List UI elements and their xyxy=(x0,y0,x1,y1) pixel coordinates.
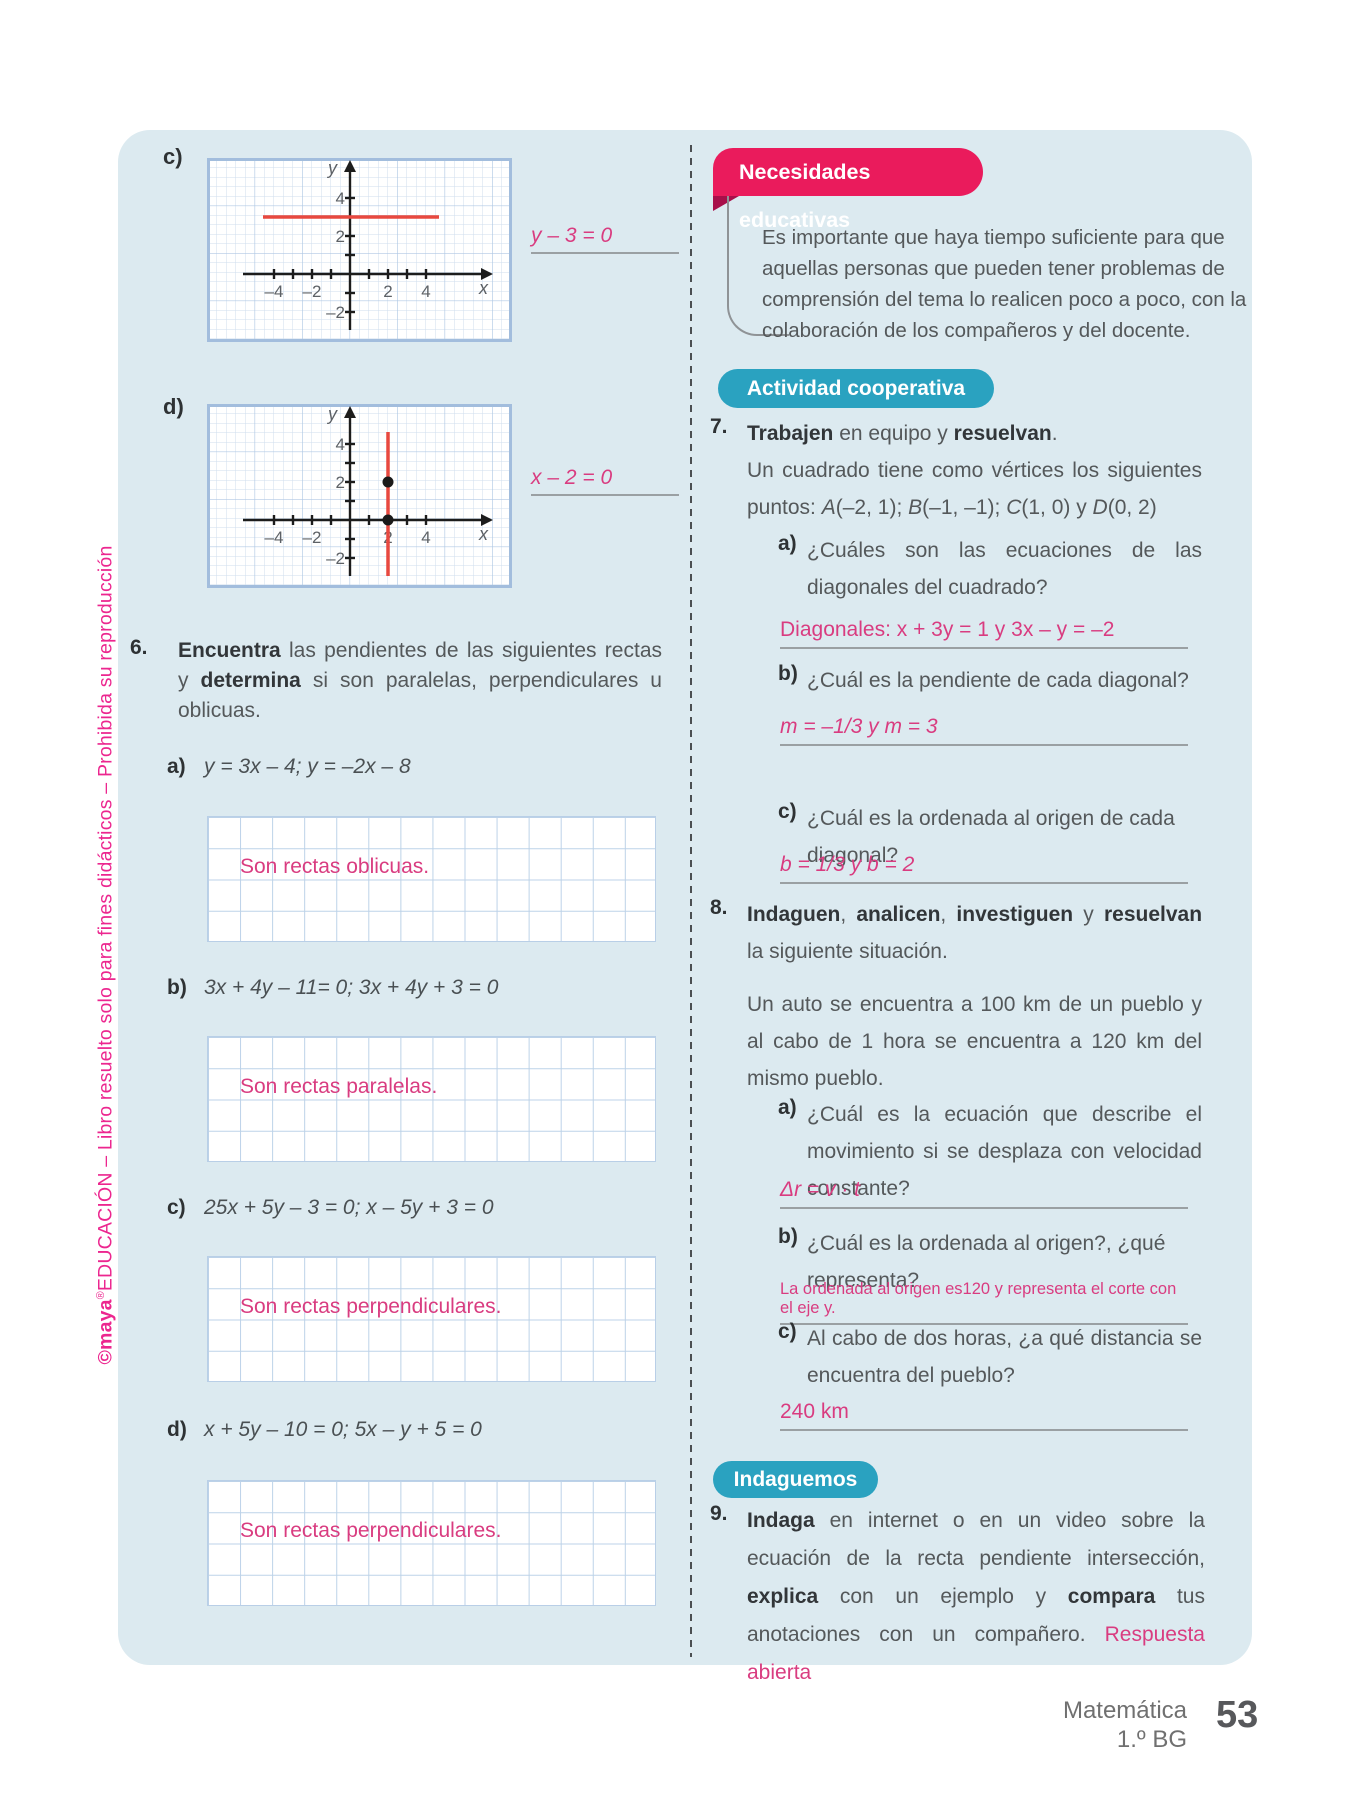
tick-label: –4 xyxy=(265,528,284,547)
tick-label: 2 xyxy=(336,473,345,492)
item-6b-answer-grid: Son rectas paralelas. xyxy=(207,1036,656,1162)
graph-d-grid xyxy=(208,405,511,587)
item-7b-letter: b) xyxy=(778,662,798,685)
x-axis-letter: x xyxy=(478,278,489,298)
point-2-2 xyxy=(382,476,394,488)
tick-label: –2 xyxy=(303,282,322,301)
x-axis-arrow xyxy=(481,514,493,526)
tick-label: –2 xyxy=(326,303,345,322)
item-6d-equation: x + 5y – 10 = 0; 5x – y + 5 = 0 xyxy=(204,1418,482,1441)
exercise-9-number: 9. xyxy=(710,1502,728,1525)
x-axis-letter: x xyxy=(478,524,489,544)
graph-c-letter: c) xyxy=(163,144,183,169)
needs-box-body: Es importante que haya tiempo suficiente… xyxy=(762,226,1247,342)
item-6c-answer-grid: Son rectas perpendiculares. xyxy=(207,1256,656,1382)
callout-border-line xyxy=(727,196,789,336)
exercise-7-number: 7. xyxy=(710,415,728,438)
item-6d-letter: d) xyxy=(167,1418,187,1441)
x-axis-arrow xyxy=(481,268,493,280)
item-7c-answer: b = 1/3 y b = 2 xyxy=(780,853,1188,884)
item-6d-answer-grid: Son rectas perpendiculares. xyxy=(207,1480,656,1606)
item-8b-letter: b) xyxy=(778,1225,798,1248)
graph-c-equation-label: y – 3 = 0 xyxy=(531,224,679,254)
item-6c-letter: c) xyxy=(167,1196,186,1219)
needs-box-banner: Necesidades educativas xyxy=(713,148,983,232)
item-6d-answer: Son rectas perpendiculares. xyxy=(240,1519,502,1542)
footer-subject: Matemática 1.º BG xyxy=(1027,1696,1187,1754)
tick-label: 4 xyxy=(421,528,430,547)
graph-d-frame xyxy=(207,404,512,588)
item-7a-letter: a) xyxy=(778,532,797,555)
graph-d-letter: d) xyxy=(163,394,184,419)
tick-label: –2 xyxy=(326,549,345,568)
item-8a-question: ¿Cuál es la ecuación que describe el mov… xyxy=(807,1103,1202,1200)
point-2-0 xyxy=(382,514,394,526)
column-divider xyxy=(690,145,692,1657)
tick-label: 2 xyxy=(383,282,392,301)
item-6b-equation: 3x + 4y – 11= 0; 3x + 4y + 3 = 0 xyxy=(204,976,499,999)
exercise-6-number: 6. xyxy=(130,636,148,659)
item-6a-letter: a) xyxy=(167,755,186,778)
tick-label: 2 xyxy=(336,227,345,246)
copyright-side-note: ©maya®EDUCACIÓN – Libro resuelto solo pa… xyxy=(94,545,117,1365)
item-7c-question: ¿Cuál es la ordenada al origen de cada d… xyxy=(807,807,1175,867)
item-8a-answer: Δr = v · t xyxy=(780,1178,1188,1209)
item-8b-answer: La ordenada al origen es120 y representa… xyxy=(780,1280,1188,1325)
item-8c-answer: 240 km xyxy=(780,1400,1188,1431)
tick-label: –2 xyxy=(303,528,322,547)
item-7b-answer: m = –1/3 y m = 3 xyxy=(780,715,1188,746)
item-6c-answer: Son rectas perpendiculares. xyxy=(240,1295,502,1318)
item-8c-question: Al cabo de dos horas, ¿a qué distancia s… xyxy=(807,1327,1202,1387)
exercise-8-body: Un auto se encuentra a 100 km de un pueb… xyxy=(747,993,1202,1090)
item-6b-letter: b) xyxy=(167,976,187,999)
graph-c-axes xyxy=(243,172,481,330)
exercise-7-intro: Trabajen en equipo y resuelvan. xyxy=(747,422,1058,445)
item-6a-answer-grid: Son rectas oblicuas. xyxy=(207,816,656,942)
item-6b-answer: Son rectas paralelas. xyxy=(240,1075,438,1098)
item-7c-letter: c) xyxy=(778,800,797,823)
graph-c-frame xyxy=(207,158,512,342)
footer-page-number: 53 xyxy=(1216,1694,1259,1736)
indaguemos-banner: Indaguemos xyxy=(713,1461,878,1498)
exercise-9-body: Indaga en internet o en un video sobre l… xyxy=(747,1509,1205,1684)
item-7b-question: ¿Cuál es la pendiente de cada diagonal? xyxy=(807,669,1189,692)
tick-label: 4 xyxy=(421,282,430,301)
exercise-6-intro: Encuentra las pendientes de las siguient… xyxy=(178,639,662,722)
item-6a-answer: Son rectas oblicuas. xyxy=(240,855,430,878)
item-8c-letter: c) xyxy=(778,1320,797,1343)
tick-label: 4 xyxy=(336,189,345,208)
y-axis-arrow xyxy=(344,160,356,172)
item-6a-equation: y = 3x – 4; y = –2x – 8 xyxy=(204,755,411,778)
graph-c-horizontal-line-plot: 4 2 –2 –4 –2 2 4 y x xyxy=(207,158,512,342)
cooperative-activity-banner: Actividad cooperativa xyxy=(718,369,994,408)
tick-label: 4 xyxy=(336,435,345,454)
footer-subject-name: Matemática xyxy=(1062,1697,1187,1724)
graph-d-vertical-line-plot: 4 2 –2 –4 –2 2 4 y x xyxy=(207,404,512,588)
item-6c-equation: 25x + 5y – 3 = 0; x – 5y + 3 = 0 xyxy=(204,1196,494,1219)
y-axis-arrow xyxy=(344,406,356,418)
graph-c-grid xyxy=(208,159,511,341)
exercise-8-intro: Indaguen, analicen, investiguen y resuel… xyxy=(747,903,1203,963)
footer-grade: 1.º BG xyxy=(1116,1726,1187,1753)
tick-label: –4 xyxy=(265,282,284,301)
item-7a-answer: Diagonales: x + 3y = 1 y 3x – y = –2 xyxy=(780,618,1188,649)
item-8b-question: ¿Cuál es la ordenada al origen?, ¿qué re… xyxy=(807,1232,1166,1292)
item-7a-question: ¿Cuáles son las ecuaciones de las diagon… xyxy=(807,539,1202,599)
exercise-8-number: 8. xyxy=(710,896,728,919)
y-axis-letter: y xyxy=(326,404,338,424)
exercise-7-body: Un cuadrado tiene como vértices los sigu… xyxy=(747,459,1202,519)
y-axis-letter: y xyxy=(326,158,338,178)
item-8a-letter: a) xyxy=(778,1096,797,1119)
graph-d-equation-label: x – 2 = 0 xyxy=(531,466,679,496)
